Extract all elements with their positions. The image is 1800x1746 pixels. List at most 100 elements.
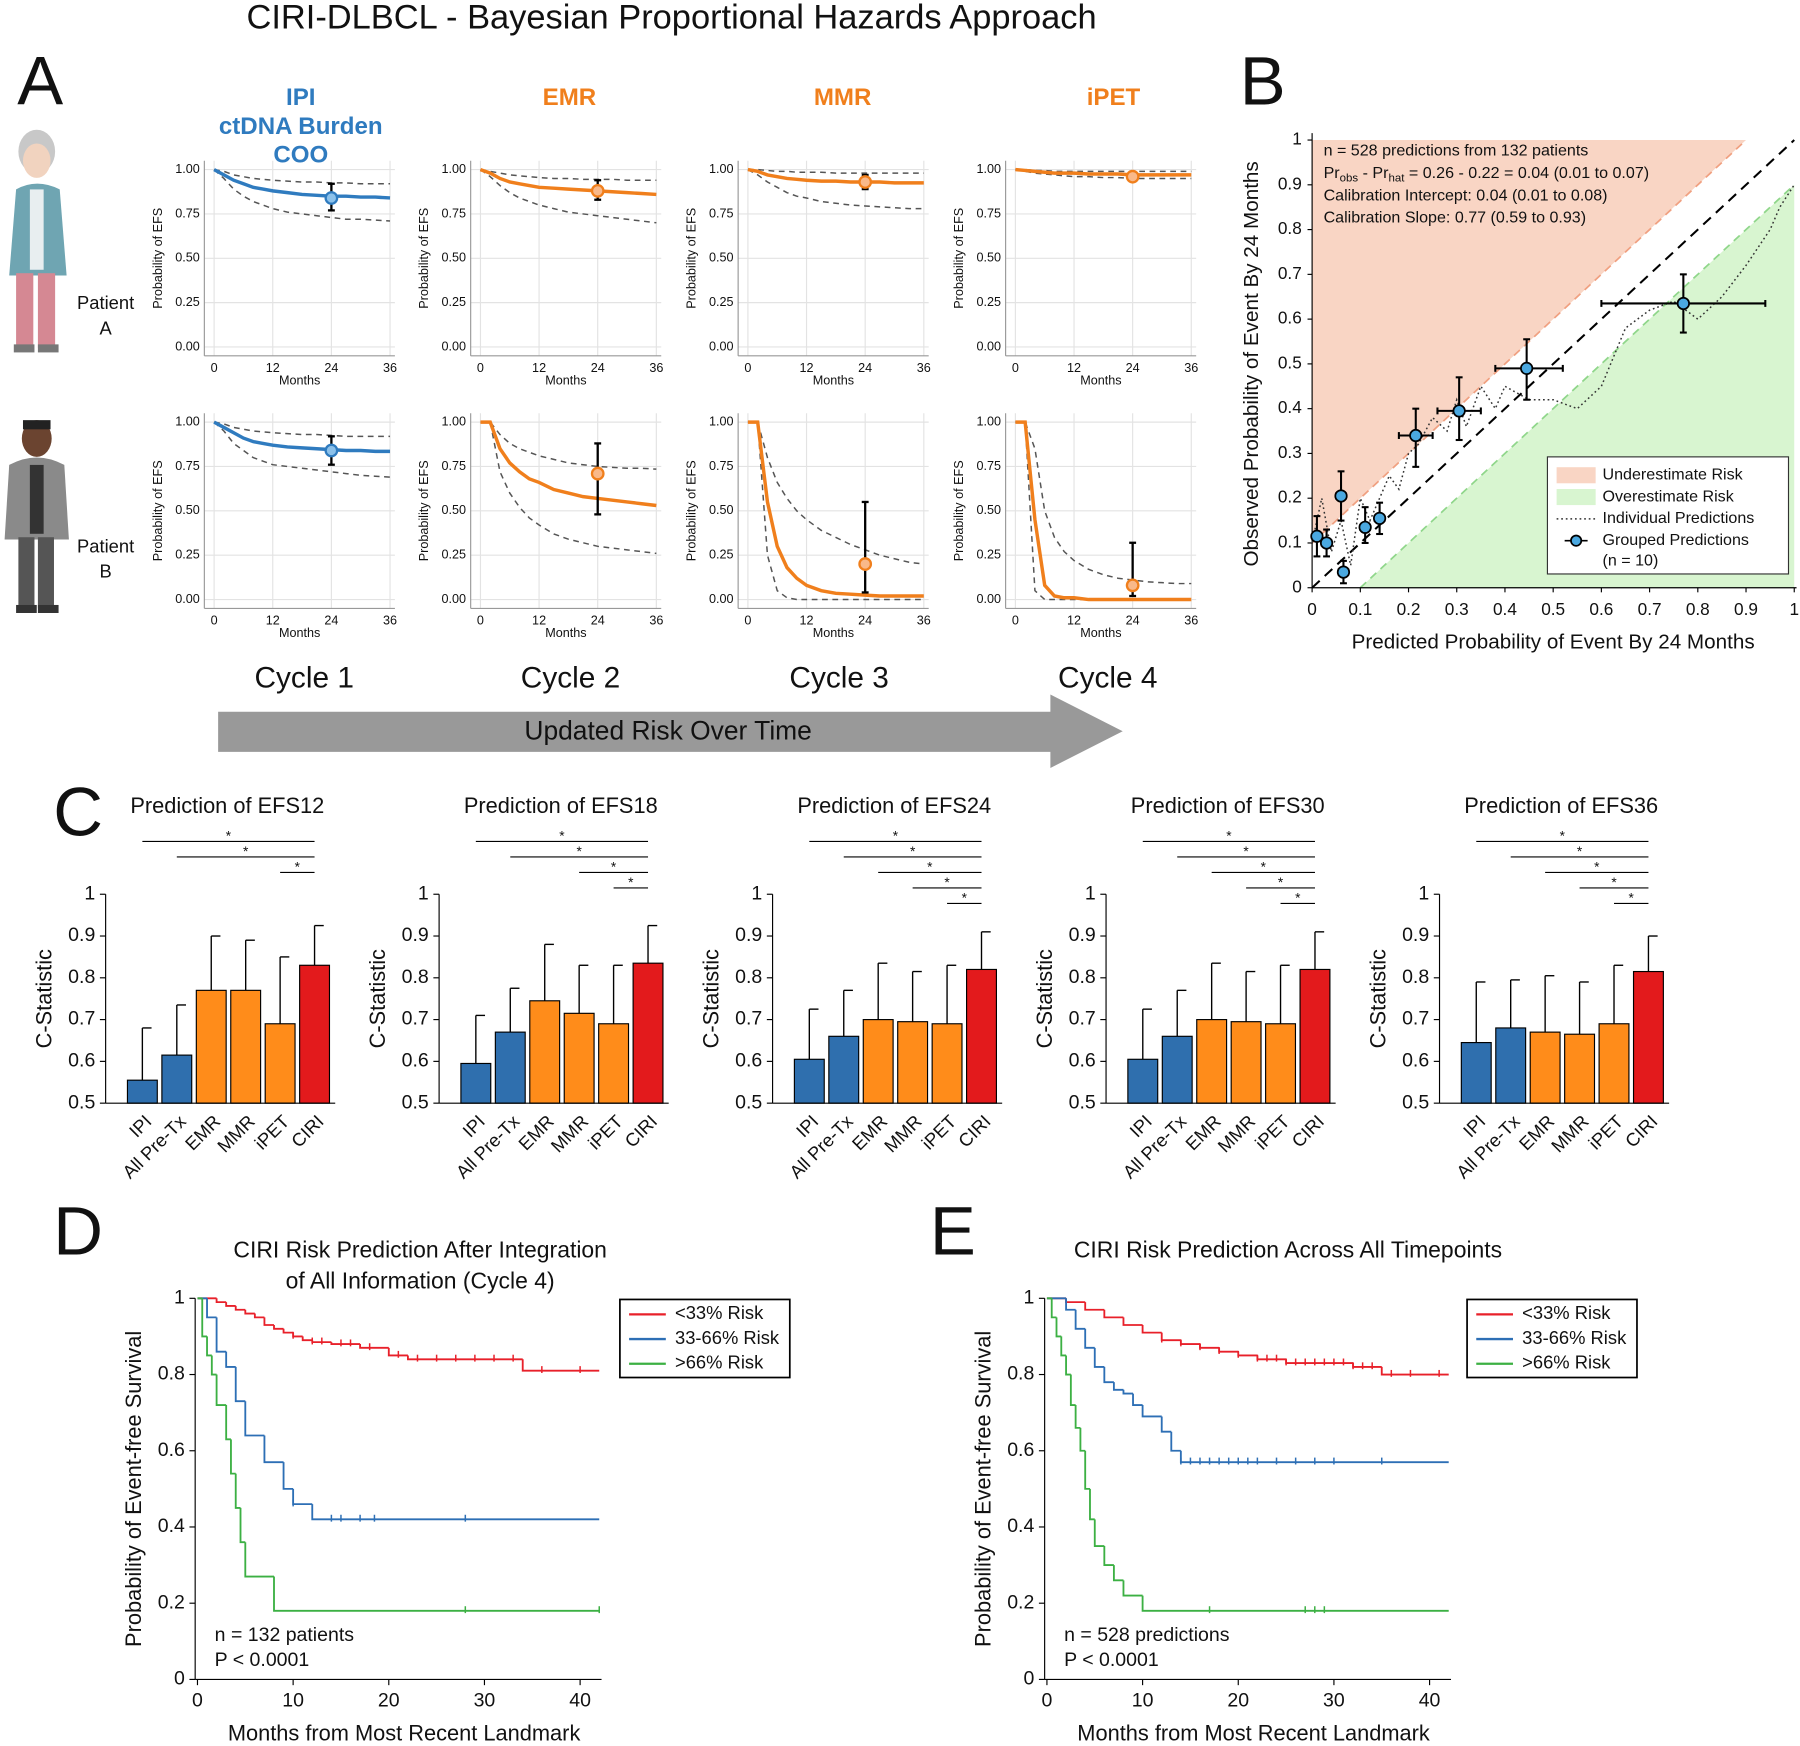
y-tick-label: 0.3 <box>1278 442 1302 462</box>
survival-step <box>1132 1393 1143 1406</box>
grouped-point <box>1319 536 1334 550</box>
x-tick-label: 40 <box>1419 1689 1441 1711</box>
y-tick-label: 1 <box>84 882 95 904</box>
survival-curve <box>747 167 924 185</box>
y-tick-label: 0.4 <box>1007 1515 1034 1537</box>
significance-label: * <box>1629 890 1635 905</box>
interval-line <box>747 421 924 565</box>
bar <box>966 968 998 1104</box>
bar <box>1564 1033 1596 1104</box>
survival-step <box>311 1504 600 1521</box>
survival-step <box>225 1405 231 1441</box>
survival-step <box>1065 1355 1071 1376</box>
bar <box>1495 1027 1527 1104</box>
chart-title: Prediction of EFS30 <box>1131 793 1325 818</box>
x-tick-label: 36 <box>917 361 931 375</box>
x-tick-label: 24 <box>591 613 605 627</box>
survival-step <box>1122 1580 1143 1597</box>
x-tick-label: 0 <box>1307 599 1317 619</box>
grouped-point <box>1373 511 1387 525</box>
interval-line <box>480 168 657 224</box>
survival-step <box>521 1359 600 1372</box>
cycle-label: Cycle 4 <box>1058 661 1157 694</box>
grouped-point <box>1409 428 1423 443</box>
y-tick-label: 0.9 <box>1069 924 1096 946</box>
x-tick-label: 36 <box>383 613 397 627</box>
y-tick-label: 0.50 <box>976 503 1001 517</box>
x-tick-label: 12 <box>1067 613 1081 627</box>
bar <box>1265 1023 1297 1104</box>
y-tick-label: 0.8 <box>68 966 95 988</box>
survival-step <box>239 1507 246 1544</box>
chart-title: Prediction of EFS36 <box>1464 793 1658 818</box>
bar <box>494 1031 526 1104</box>
estimate-point <box>590 183 605 198</box>
x-tick-label: 0 <box>744 613 751 627</box>
y-tick-label: 0.00 <box>442 592 467 606</box>
x-tick-label: 0.8 <box>1686 599 1710 619</box>
x-tick-label: 0.2 <box>1397 599 1421 619</box>
x-tick-label: 24 <box>858 361 872 375</box>
legend-label: Underestimate Risk <box>1603 465 1744 483</box>
x-tick-label: 0 <box>1042 1689 1053 1711</box>
y-tick-label: 1.00 <box>976 414 1001 428</box>
y-tick-label: 0 <box>1292 576 1302 596</box>
x-axis-label: Months <box>279 373 320 387</box>
survival-step <box>244 1401 265 1437</box>
x-tick-label: 12 <box>532 361 546 375</box>
y-axis-label: Probability of Event-free Survival <box>971 1331 996 1647</box>
panel-label: C <box>53 774 103 851</box>
figure-title: CIRI-DLBCL - Bayesian Proportional Hazar… <box>247 0 1097 37</box>
y-tick-label: 0.00 <box>976 339 1001 353</box>
significance-label: * <box>611 859 617 874</box>
y-tick-label: 0.50 <box>175 251 200 265</box>
y-tick-label: 1 <box>1292 129 1302 149</box>
x-tick-label: 0.7 <box>1638 599 1662 619</box>
y-tick-label: 0.50 <box>442 503 467 517</box>
survival-step <box>1170 1431 1181 1452</box>
survival-step <box>407 1355 523 1361</box>
legend-label: Individual Predictions <box>1603 509 1755 527</box>
y-axis-label: Observed Probability of Event By 24 Mont… <box>1240 161 1263 566</box>
significance-label: * <box>1577 844 1583 859</box>
interval-line <box>1015 168 1192 180</box>
annotation-part: hat <box>1388 173 1405 185</box>
annotation-part: Calibration Intercept: 0.04 (0.01 to 0.0… <box>1324 187 1608 205</box>
panel-label: E <box>930 1193 976 1270</box>
y-tick-label: 1.00 <box>709 162 734 176</box>
significance-label: * <box>1594 859 1600 874</box>
chart-title: Prediction of EFS18 <box>464 793 658 818</box>
survival-step <box>234 1305 246 1311</box>
bar <box>529 1000 561 1104</box>
significance-label: * <box>1560 828 1566 843</box>
interval-line <box>747 168 924 210</box>
survival-step <box>1112 1382 1124 1391</box>
survival-step <box>1089 1488 1095 1521</box>
x-tick-label: 24 <box>324 361 338 375</box>
grouped-point <box>1310 529 1324 543</box>
estimate-point <box>324 191 339 205</box>
bar <box>264 1023 296 1104</box>
legend-label: >66% Risk <box>675 1352 764 1373</box>
survival-step <box>1093 1519 1105 1547</box>
grouped-point <box>1452 404 1466 418</box>
interval-line <box>480 421 657 470</box>
significance-label: * <box>243 844 249 859</box>
y-tick-label: 0.1 <box>1278 532 1302 552</box>
y-tick-label: 0.6 <box>1278 308 1302 328</box>
x-axis-label: Months <box>279 626 320 640</box>
x-axis-label: Months <box>1080 626 1121 640</box>
significance-label: * <box>927 859 933 874</box>
y-tick-label: 0.7 <box>402 1008 429 1030</box>
row-label: B <box>100 561 112 582</box>
y-tick-label: 0.25 <box>442 295 467 309</box>
interval-line <box>213 421 391 438</box>
y-axis-label: Probability of EFS <box>151 208 165 309</box>
survival-step <box>1093 1347 1105 1368</box>
column-title: EMR <box>543 84 597 111</box>
y-tick-label: 0.25 <box>709 548 734 562</box>
bar <box>862 1019 894 1104</box>
grouped-point <box>1676 296 1690 311</box>
survival-step <box>206 1298 217 1319</box>
bar <box>1529 1031 1561 1104</box>
